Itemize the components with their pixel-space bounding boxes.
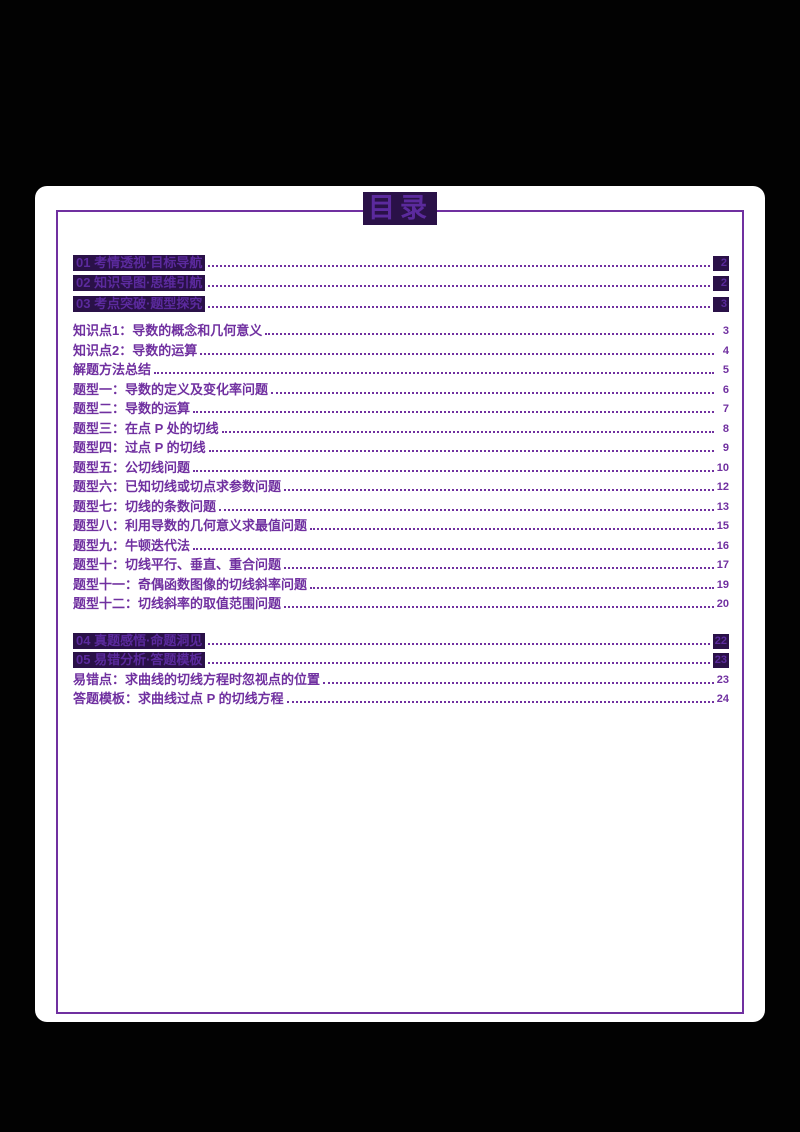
toc-entry[interactable]: 题型六：已知切线或切点求参数问题 12 (73, 476, 729, 496)
dotted-leader (219, 508, 714, 511)
toc-entry-page: 9 (722, 442, 729, 454)
toc-entry[interactable]: 题型二：导数的运算 7 (73, 398, 729, 418)
toc-entry-page: 15 (716, 520, 729, 532)
content-border-frame: 目录 01 考情透视·目标导航 2 02 知识导图·思维引航 2 03 考点突破… (56, 192, 744, 1014)
toc-entry-label: 02 知识导图·思维引航 (73, 275, 206, 291)
dotted-leader (323, 681, 714, 684)
toc-entry-page: 20 (716, 598, 729, 610)
dotted-leader (200, 352, 714, 355)
toc-entry-label: 题型九：牛顿迭代法 (73, 537, 191, 553)
toc-entry[interactable]: 答题模板：求曲线过点 P 的切线方程 24 (73, 688, 729, 708)
dotted-leader (193, 469, 714, 472)
toc-entry-label: 题型十二：切线斜率的取值范围问题 (73, 596, 282, 611)
toc-entry-label: 知识点2：导数的运算 (73, 342, 198, 358)
dotted-leader (284, 567, 714, 569)
toc-entry-page: 3 (713, 296, 729, 312)
toc-entry[interactable]: 题型七：切线的条数问题 13 (73, 495, 729, 515)
toc-entry-page: 12 (716, 481, 729, 493)
toc-entry-page: 2 (713, 255, 729, 271)
toc-entry-label: 题型十：切线平行、垂直、重合问题 (73, 557, 282, 572)
toc-entry-page: 19 (716, 578, 729, 591)
toc-entry[interactable]: 04 真题感悟·命题洞见 22 (73, 629, 729, 649)
toc-entry[interactable]: 题型四：过点 P 的切线 9 (73, 437, 729, 457)
toc-entry[interactable]: 题型八：利用导数的几何意义求最值问题 15 (73, 515, 729, 535)
toc-entry-page: 17 (716, 559, 729, 571)
toc-entry[interactable]: 02 知识导图·思维引航 2 (73, 271, 729, 291)
document-page: 目录 01 考情透视·目标导航 2 02 知识导图·思维引航 2 03 考点突破… (35, 186, 765, 1022)
toc-entry[interactable]: 05 易错分析·答题模板 23 (73, 649, 729, 668)
toc-entry-page: 13 (716, 500, 729, 513)
dotted-leader (208, 450, 714, 452)
toc-entry-page: 23 (716, 673, 729, 686)
toc-entry-label: 05 易错分析·答题模板 (73, 652, 206, 668)
toc-entry[interactable]: 知识点1：导数的概念和几何意义 3 (73, 320, 729, 340)
toc-entry-label: 03 考点突破·题型探究 (73, 295, 206, 312)
toc-entry-label: 01 考情透视·目标导航 (73, 254, 206, 271)
toc-entry[interactable]: 题型三：在点 P 处的切线 8 (73, 417, 729, 437)
dotted-leader (310, 528, 714, 530)
dotted-leader (193, 411, 714, 413)
toc-entry-page: 7 (722, 403, 729, 415)
toc-entry[interactable]: 03 考点突破·题型探究 3 (73, 291, 729, 312)
dotted-leader (193, 547, 714, 550)
dotted-leader (265, 333, 714, 335)
toc-entry-label: 题型一：导数的定义及变化率问题 (73, 381, 269, 397)
toc-entry-label: 题型二：导数的运算 (73, 401, 191, 416)
toc-entry-page: 24 (716, 693, 729, 705)
toc-entry-label: 知识点1：导数的概念和几何意义 (73, 323, 263, 338)
toc-entry-label: 题型五：公切线问题 (73, 459, 191, 475)
toc-entry-label: 题型七：切线的条数问题 (73, 498, 217, 514)
toc-entry-page: 5 (722, 364, 729, 376)
toc-entry-label: 题型十一：奇偶函数图像的切线斜率问题 (73, 576, 308, 592)
toc-entry-label: 答题模板：求曲线过点 P 的切线方程 (73, 691, 284, 706)
toc-entry-page: 16 (716, 539, 729, 552)
toc-entry[interactable]: 易错点：求曲线的切线方程时忽视点的位置 23 (73, 668, 729, 688)
dotted-leader (221, 430, 714, 433)
toc-entry[interactable]: 题型十：切线平行、垂直、重合问题 17 (73, 554, 729, 574)
toc-entry-label: 题型六：已知切线或切点求参数问题 (73, 479, 282, 494)
dotted-leader (208, 285, 710, 287)
dotted-leader (310, 586, 714, 589)
dotted-leader (208, 305, 710, 308)
toc-entry[interactable]: 题型十二：切线斜率的取值范围问题 20 (73, 593, 729, 613)
toc-entry-label: 04 真题感悟·命题洞见 (73, 632, 206, 649)
toc-entry-page: 6 (722, 383, 729, 396)
toc-entry[interactable]: 题型十一：奇偶函数图像的切线斜率问题 19 (73, 573, 729, 593)
toc-entry[interactable]: 题型五：公切线问题 10 (73, 456, 729, 476)
toc-entry-page: 23 (712, 653, 729, 668)
spacer (73, 312, 729, 320)
toc-entry[interactable]: 题型一：导数的定义及变化率问题 6 (73, 378, 729, 398)
page-title: 目录 (363, 192, 437, 226)
dotted-leader (286, 701, 714, 703)
toc-entry-label: 解题方法总结 (73, 362, 152, 377)
toc-entry-label: 题型八：利用导数的几何意义求最值问题 (73, 518, 308, 533)
dotted-leader (208, 642, 710, 645)
dotted-leader (284, 489, 714, 491)
toc-entry-label: 易错点：求曲线的切线方程时忽视点的位置 (73, 671, 321, 687)
dotted-leader (271, 391, 714, 394)
toc-entry[interactable]: 解题方法总结 5 (73, 359, 729, 379)
dotted-leader (208, 662, 710, 664)
spacer (73, 612, 729, 629)
toc-entry-page: 8 (722, 422, 729, 435)
toc-entry-page: 2 (713, 276, 729, 291)
toc-entry[interactable]: 知识点2：导数的运算 4 (73, 339, 729, 359)
toc-entry-label: 题型四：过点 P 的切线 (73, 440, 206, 455)
dotted-leader (208, 264, 710, 267)
toc-entry-page: 4 (722, 344, 729, 357)
toc-entry[interactable]: 01 考情透视·目标导航 2 (73, 250, 729, 271)
dotted-leader (284, 606, 714, 608)
toc-entry[interactable]: 题型九：牛顿迭代法 16 (73, 534, 729, 554)
toc-entry-page: 3 (722, 325, 729, 337)
toc-entry-page: 10 (716, 461, 729, 474)
toc-entry-page: 22 (712, 633, 729, 649)
toc-entry-label: 题型三：在点 P 处的切线 (73, 420, 219, 436)
dotted-leader (154, 372, 714, 374)
table-of-contents: 01 考情透视·目标导航 2 02 知识导图·思维引航 2 03 考点突破·题型… (73, 250, 729, 707)
